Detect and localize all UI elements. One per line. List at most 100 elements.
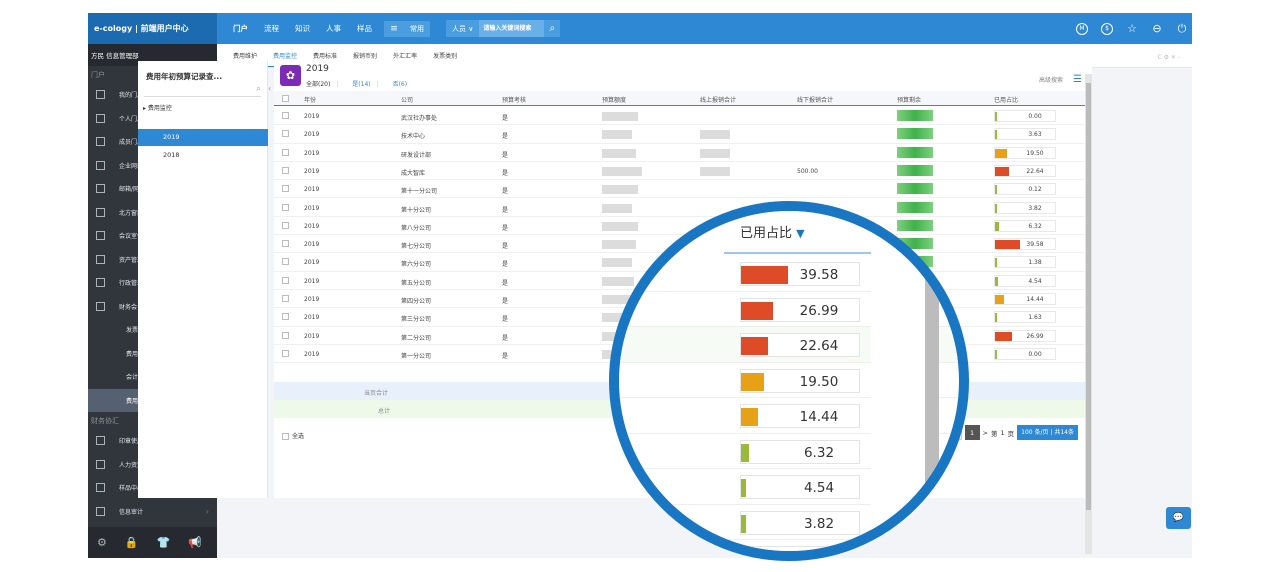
cell-company[interactable]: 第五分公司 (401, 279, 432, 287)
settings-icon[interactable]: ⚙ (97, 536, 107, 549)
search-input[interactable] (479, 20, 545, 37)
star-icon[interactable]: ☆ (1127, 22, 1137, 35)
nav-samples[interactable]: 样品 (357, 24, 372, 33)
table-row[interactable]: 2019 第十分公司 是 3.82 (274, 199, 1092, 217)
col-budget-remaining[interactable]: 预算剩余 (897, 97, 922, 104)
table-row[interactable]: 2019 成大智库 是 500.00 22.64 (274, 162, 1092, 181)
messenger-icon[interactable]: M (1076, 22, 1088, 35)
row-checkbox[interactable] (282, 148, 289, 156)
collapse-tree-icon[interactable]: ‹ (268, 84, 272, 93)
cell-company[interactable]: 第三分公司 (401, 316, 432, 324)
page-1-button[interactable]: 1 (964, 425, 980, 440)
search-icon[interactable]: ⌕ (549, 23, 556, 34)
table-row[interactable]: 2019 研发设计部 是 19.50 (274, 144, 1092, 162)
row-checkbox[interactable] (282, 349, 289, 357)
cell-company[interactable]: 第七分公司 (401, 243, 432, 251)
power-icon[interactable]: ⏻ (1177, 21, 1187, 35)
shirt-icon[interactable]: 👕 (156, 536, 171, 549)
cell-company[interactable]: 武汉社办事处 (401, 115, 438, 122)
list-view-icon[interactable]: ☰ (1073, 74, 1082, 85)
cell-company[interactable]: 第二分公司 (401, 334, 432, 342)
row-checkbox[interactable] (282, 331, 289, 339)
header-checkbox[interactable] (282, 95, 289, 102)
sort-desc-icon[interactable]: ▼ (796, 227, 805, 240)
sidebar-item[interactable]: 我的门户 (88, 83, 217, 107)
cell-company[interactable]: 第八分公司 (401, 224, 432, 232)
filter-no[interactable]: 否(6) (392, 81, 408, 88)
advanced-search-button[interactable]: 高级搜索 (1039, 77, 1064, 84)
cell-company[interactable]: 第六分公司 (401, 261, 432, 269)
tab[interactable]: 报销币别 (353, 53, 378, 60)
col-budget-check[interactable]: 预算考核 (502, 97, 527, 104)
cell-company[interactable]: 成大智库 (401, 169, 426, 177)
goto-page-input[interactable]: 1 (1000, 428, 1005, 437)
sidebar-item[interactable]: 个人门户 (88, 107, 217, 131)
cell-company[interactable]: 第四分公司 (401, 298, 432, 305)
cell-year: 2019 (304, 131, 320, 139)
row-checkbox[interactable] (282, 276, 289, 284)
table-row[interactable]: 2019 技术中心 是 3.63 (274, 125, 1092, 144)
minus-circle-icon[interactable]: ⊖ (1152, 22, 1162, 35)
col-company[interactable]: 公司 (401, 97, 414, 104)
row-checkbox[interactable] (282, 130, 289, 138)
menu-icon[interactable]: ≡ (384, 20, 404, 37)
tab[interactable]: 发票类别 (433, 53, 458, 60)
tab[interactable]: 费用标准 (313, 53, 338, 60)
nav-workflow[interactable]: 流程 (264, 24, 279, 33)
nav-portal[interactable]: 门户 (233, 24, 248, 33)
row-checkbox[interactable] (282, 203, 289, 211)
tree-node-2019[interactable]: 2019 (138, 129, 268, 146)
cell-company[interactable]: 第十分公司 (401, 206, 432, 214)
row-checkbox[interactable] (282, 112, 289, 119)
table-row[interactable]: 2019 第十一分公司 是 0.12 (274, 180, 1092, 199)
cell-company[interactable]: 研发设计部 (401, 151, 432, 159)
sidebar-item[interactable]: 成员门户群 (88, 130, 217, 154)
row-checkbox[interactable] (282, 295, 289, 302)
tab[interactable]: 外汇汇率 (393, 53, 418, 60)
filter-all[interactable]: 全部(20) (306, 81, 331, 88)
announcement-icon[interactable]: 📢 (188, 536, 202, 549)
tab-tools[interactable]: C ⚙ ✕ - (1157, 54, 1180, 61)
row-checkbox[interactable] (282, 313, 289, 321)
row-checkbox[interactable] (282, 185, 289, 193)
vertical-scrollbar[interactable] (1085, 74, 1092, 554)
tree-search-input[interactable]: ⌕ (144, 84, 261, 97)
cell-company[interactable]: 第十一分公司 (401, 188, 438, 196)
row-checkbox[interactable] (282, 240, 289, 248)
lock-icon[interactable]: 🔒 (124, 536, 139, 549)
sidebar-item[interactable]: 印章使用 (88, 429, 217, 453)
sidebar-item-label: 财务会计 (119, 303, 144, 311)
table-row[interactable]: 2019 第八分公司 是 6.32 (274, 217, 1092, 236)
row-checkbox[interactable] (282, 221, 289, 229)
select-all[interactable]: 全选 (282, 431, 304, 440)
row-checkbox[interactable] (282, 166, 289, 174)
frequent-button[interactable]: 常用 (404, 20, 430, 37)
search-icon[interactable]: ⌕ (255, 84, 261, 94)
magnified-ratio-value: 19.50 (799, 373, 839, 390)
filter-yes[interactable]: 是(14) (352, 81, 371, 88)
chat-icon[interactable]: 💬 (1166, 507, 1191, 529)
tab[interactable]: 费用维护 (233, 53, 258, 60)
sidebar-item[interactable]: 信息审计 › (88, 500, 217, 524)
scrollbar-thumb[interactable] (1086, 83, 1091, 510)
tree-root-node[interactable]: ▸ 费用监控 (143, 105, 172, 112)
row-checkbox[interactable] (282, 258, 289, 266)
table-row[interactable]: 2019 武汉社办事处 是 0.00 (274, 107, 1092, 126)
tree-node-2018[interactable]: 2018 (163, 151, 180, 159)
sidebar-item[interactable]: 北方窗口 (88, 201, 217, 225)
currency-icon[interactable]: $ (1101, 22, 1113, 35)
col-year[interactable]: 年份 (304, 97, 317, 104)
next-page-button[interactable]: > (982, 428, 988, 437)
search-scope-select[interactable]: 人员 ∨ (452, 24, 474, 33)
sidebar-item[interactable]: 会议室使用 (88, 224, 217, 248)
col-budget-amount[interactable]: 预算额度 (602, 97, 627, 104)
nav-knowledge[interactable]: 知识 (295, 24, 310, 33)
page-size-select[interactable]: 100 条/页 | 共14条 (1017, 425, 1078, 440)
col-offline-total[interactable]: 线下报销合计 (797, 97, 834, 104)
magnified-ratio-bar (741, 372, 765, 391)
cell-company[interactable]: 技术中心 (401, 133, 426, 141)
cell-company[interactable]: 第一分公司 (401, 352, 432, 360)
col-online-total[interactable]: 线上报销合计 (700, 97, 737, 104)
nav-hr[interactable]: 人事 (326, 24, 341, 33)
col-used-ratio[interactable]: 已用占比 (994, 97, 1019, 104)
